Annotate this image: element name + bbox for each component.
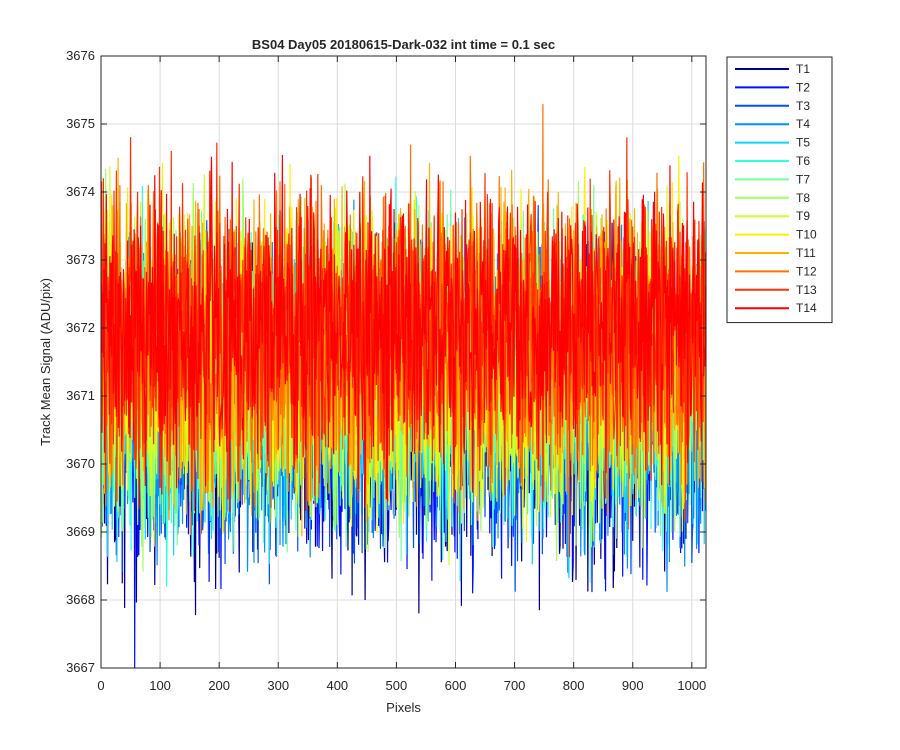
y-axis-label: Track Mean Signal (ADU/pix): [38, 278, 53, 446]
legend-label: T3: [796, 99, 810, 113]
plot-frame: [100, 55, 707, 669]
y-tick-label: 3676: [66, 48, 95, 63]
y-tick-label: 3672: [66, 320, 95, 335]
series-layer: [101, 104, 706, 668]
y-tick-label: 3671: [66, 388, 95, 403]
x-tick-label: 800: [563, 678, 585, 693]
y-tick-label: 3668: [66, 592, 95, 607]
y-tick-label: 3674: [66, 184, 95, 199]
x-tick-label: 0: [97, 678, 104, 693]
legend-label: T5: [796, 136, 810, 150]
legend-label: T2: [796, 80, 810, 94]
legend-label: T13: [796, 283, 817, 297]
ticks: 0 100 200 300 400 500 600 700 800 900 1000 3667 3668…: [66, 48, 706, 693]
legend-label: T4: [796, 117, 810, 131]
y-tick-label: 3669: [66, 524, 95, 539]
series-line-t14: [101, 155, 706, 512]
legend-label: T12: [796, 264, 817, 278]
legend-label: T1: [796, 62, 810, 76]
legend: T1 T2 T3 T4 T5 T6 T7 T8 T9 T10 T11 T12 T13 T14: [726, 56, 833, 324]
legend-label: T10: [796, 228, 817, 242]
x-tick-label: 900: [622, 678, 644, 693]
y-tick-label: 3673: [66, 252, 95, 267]
y-tick-label: 3667: [66, 660, 95, 675]
legend-label: T14: [796, 301, 817, 315]
x-axis-label: Pixels: [386, 700, 421, 715]
x-tick-label: 300: [267, 678, 289, 693]
x-tick-label: 400: [326, 678, 348, 693]
x-tick-label: 100: [149, 678, 171, 693]
x-tick-label: 700: [504, 678, 526, 693]
legend-label: T6: [796, 154, 810, 168]
legend-label: T9: [796, 209, 810, 223]
y-tick-label: 3670: [66, 456, 95, 471]
legend-label: T7: [796, 172, 810, 186]
legend-label: T8: [796, 191, 810, 205]
x-tick-label: 200: [208, 678, 230, 693]
chart-title: BS04 Day05 20180615-Dark-032 int time = …: [252, 37, 555, 52]
x-tick-label: 500: [386, 678, 408, 693]
legend-label: T11: [796, 246, 816, 260]
y-tick-label: 3675: [66, 116, 95, 131]
x-tick-label: 600: [445, 678, 467, 693]
x-tick-label: 1000: [677, 678, 706, 693]
legend-box: [726, 56, 833, 324]
